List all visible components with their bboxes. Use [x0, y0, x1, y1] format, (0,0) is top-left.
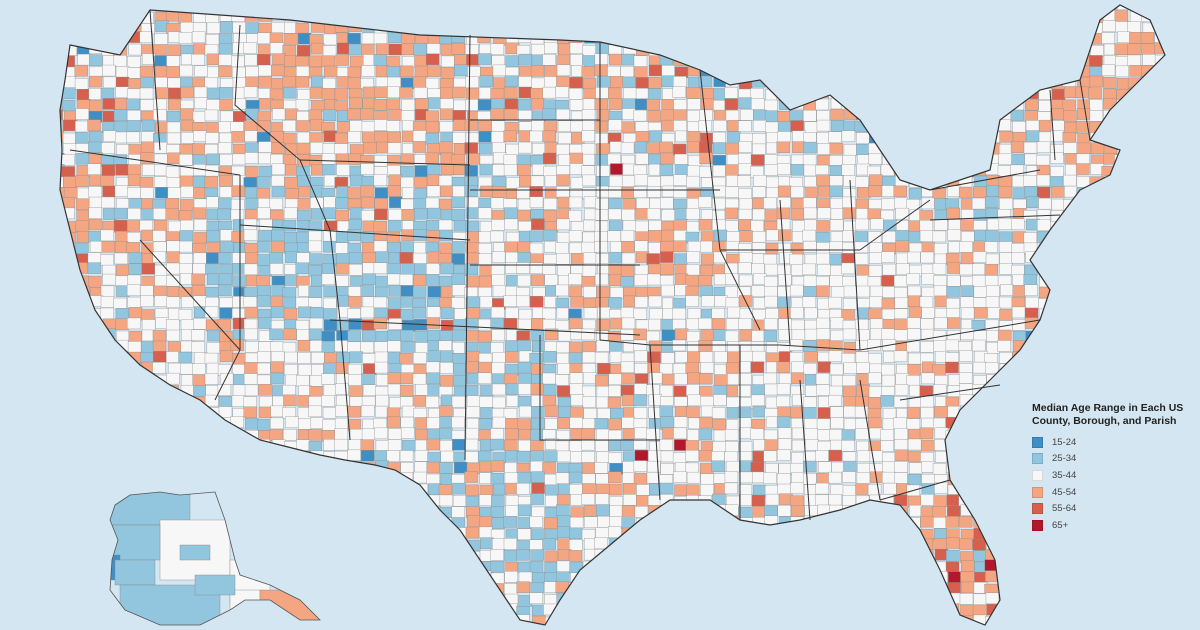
alaska-outline — [109, 491, 321, 626]
legend-swatch-35-44 — [1032, 469, 1043, 481]
legend-swatch-55-64 — [1032, 503, 1043, 515]
legend-label: 65+ — [1052, 519, 1069, 531]
legend-item-25-34: 25-34 — [1032, 451, 1197, 468]
legend-swatch-25-34 — [1032, 453, 1043, 465]
legend-item-15-24: 15-24 — [1032, 434, 1197, 451]
legend-label: 15-24 — [1052, 436, 1077, 448]
map-legend: Median Age Range in Each US County, Boro… — [1032, 402, 1197, 534]
legend-title: Median Age Range in Each US County, Boro… — [1032, 402, 1197, 428]
alaska-boroughs — [110, 492, 320, 625]
legend-swatch-15-24 — [1032, 436, 1043, 448]
legend-item-35-44: 35-44 — [1032, 467, 1197, 484]
legend-swatch-45-54 — [1032, 486, 1043, 498]
legend-label: 25-34 — [1052, 453, 1077, 465]
state-borders — [69, 9, 1091, 521]
legend-title-line2: County, Borough, and Parish — [1032, 415, 1177, 427]
legend-item-45-54: 45-54 — [1032, 484, 1197, 501]
legend-label: 45-54 — [1052, 486, 1077, 498]
legend-label: 55-64 — [1052, 503, 1077, 515]
legend-title-line1: Median Age Range in Each US — [1032, 402, 1184, 414]
legend-swatch-65-plus — [1032, 519, 1043, 531]
legend-item-55-64: 55-64 — [1032, 500, 1197, 517]
legend-item-65-plus: 65+ — [1032, 517, 1197, 534]
legend-label: 35-44 — [1052, 469, 1077, 481]
